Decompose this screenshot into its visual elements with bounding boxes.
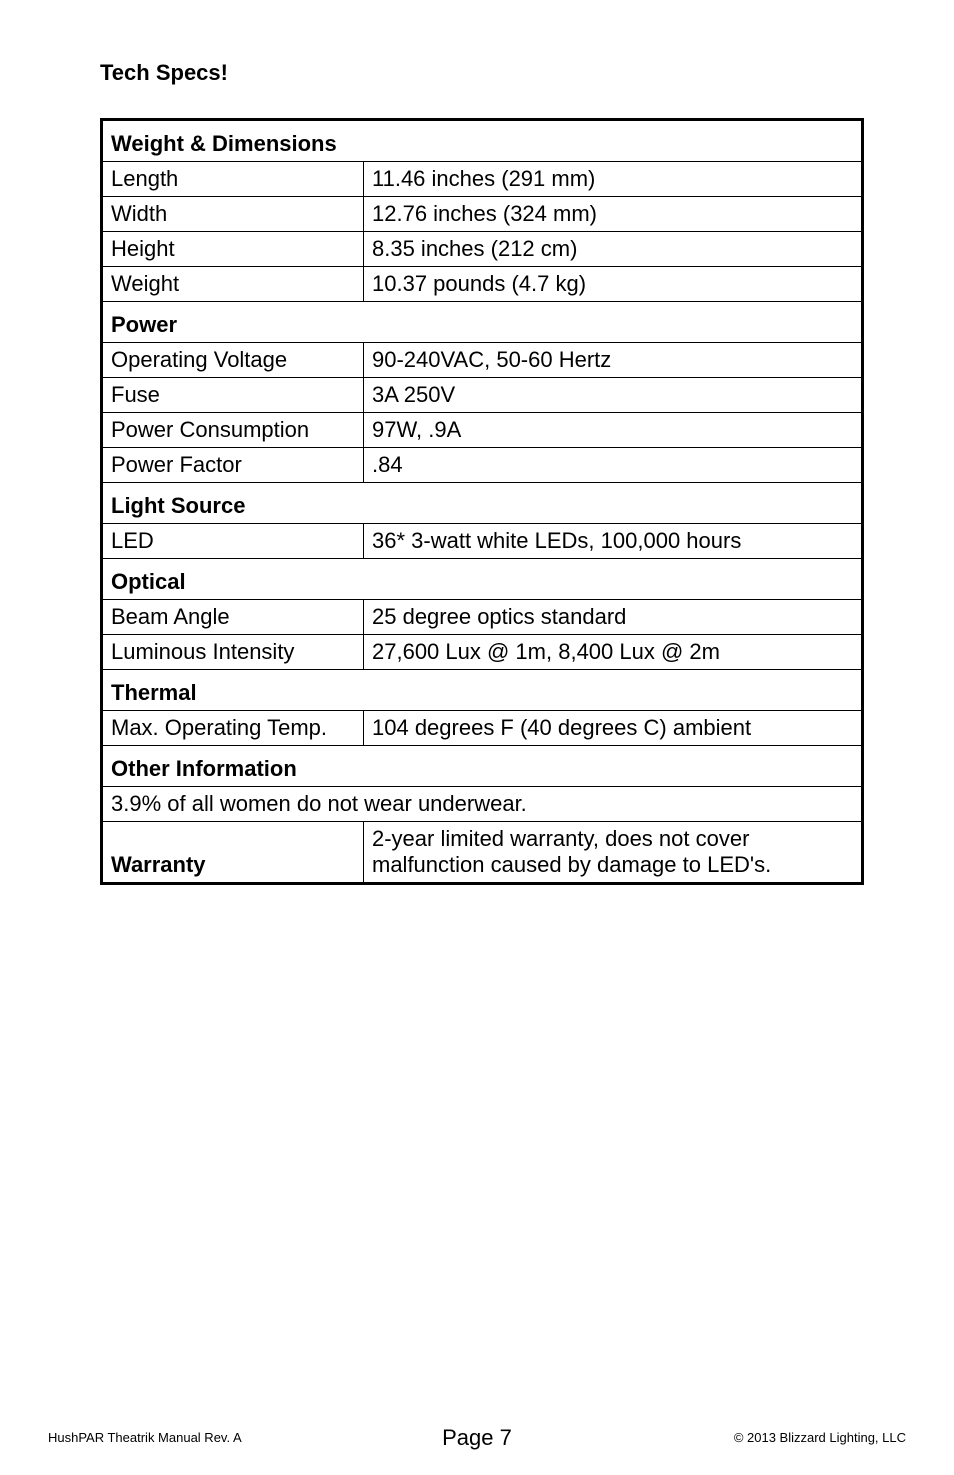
spec-value: 97W, .9A xyxy=(364,413,863,448)
section-title: Light Source xyxy=(102,483,863,524)
spec-label: Width xyxy=(102,197,364,232)
section-header-thermal: Thermal xyxy=(102,670,863,711)
section-title: Thermal xyxy=(102,670,863,711)
spec-value: .84 xyxy=(364,448,863,483)
table-row: 3.9% of all women do not wear underwear. xyxy=(102,787,863,822)
spec-label: Weight xyxy=(102,267,364,302)
table-row: Fuse 3A 250V xyxy=(102,378,863,413)
footer-right: © 2013 Blizzard Lighting, LLC xyxy=(734,1430,906,1445)
table-row: Operating Voltage 90-240VAC, 50-60 Hertz xyxy=(102,343,863,378)
section-title: Optical xyxy=(102,559,863,600)
table-row: Beam Angle 25 degree optics standard xyxy=(102,600,863,635)
spec-value: 2-year limited warranty, does not cover … xyxy=(364,822,863,884)
spec-label: Height xyxy=(102,232,364,267)
spec-label: Power Consumption xyxy=(102,413,364,448)
section-title: Weight & Dimensions xyxy=(102,120,863,162)
table-row: Power Consumption 97W, .9A xyxy=(102,413,863,448)
spec-label: Warranty xyxy=(102,822,364,884)
section-title: Other Information xyxy=(102,746,863,787)
table-row: Max. Operating Temp. 104 degrees F (40 d… xyxy=(102,711,863,746)
spec-value: 8.35 inches (212 cm) xyxy=(364,232,863,267)
specs-table: Weight & Dimensions Length 11.46 inches … xyxy=(100,118,864,885)
spec-label: Operating Voltage xyxy=(102,343,364,378)
table-row: Power Factor .84 xyxy=(102,448,863,483)
section-header-light-source: Light Source xyxy=(102,483,863,524)
page: Tech Specs! Weight & Dimensions Length 1… xyxy=(0,0,954,1475)
spec-label: Fuse xyxy=(102,378,364,413)
table-row: LED 36* 3-watt white LEDs, 100,000 hours xyxy=(102,524,863,559)
table-row: Warranty 2-year limited warranty, does n… xyxy=(102,822,863,884)
table-row: Length 11.46 inches (291 mm) xyxy=(102,162,863,197)
spec-value: 36* 3-watt white LEDs, 100,000 hours xyxy=(364,524,863,559)
spec-label: Luminous Intensity xyxy=(102,635,364,670)
spec-label: Length xyxy=(102,162,364,197)
table-row: Luminous Intensity 27,600 Lux @ 1m, 8,40… xyxy=(102,635,863,670)
spec-label: Beam Angle xyxy=(102,600,364,635)
info-text: 3.9% of all women do not wear underwear. xyxy=(102,787,863,822)
table-row: Weight 10.37 pounds (4.7 kg) xyxy=(102,267,863,302)
spec-label: Power Factor xyxy=(102,448,364,483)
spec-value: 25 degree optics standard xyxy=(364,600,863,635)
table-row: Width 12.76 inches (324 mm) xyxy=(102,197,863,232)
spec-value: 90-240VAC, 50-60 Hertz xyxy=(364,343,863,378)
spec-label: Max. Operating Temp. xyxy=(102,711,364,746)
spec-value: 3A 250V xyxy=(364,378,863,413)
table-row: Height 8.35 inches (212 cm) xyxy=(102,232,863,267)
spec-value: 10.37 pounds (4.7 kg) xyxy=(364,267,863,302)
spec-value: 12.76 inches (324 mm) xyxy=(364,197,863,232)
section-header-optical: Optical xyxy=(102,559,863,600)
spec-label: LED xyxy=(102,524,364,559)
section-header-power: Power xyxy=(102,302,863,343)
section-header-weight-dimensions: Weight & Dimensions xyxy=(102,120,863,162)
page-heading: Tech Specs! xyxy=(100,60,869,86)
section-title: Power xyxy=(102,302,863,343)
spec-value: 27,600 Lux @ 1m, 8,400 Lux @ 2m xyxy=(364,635,863,670)
spec-value: 104 degrees F (40 degrees C) ambient xyxy=(364,711,863,746)
spec-value: 11.46 inches (291 mm) xyxy=(364,162,863,197)
section-header-other-information: Other Information xyxy=(102,746,863,787)
